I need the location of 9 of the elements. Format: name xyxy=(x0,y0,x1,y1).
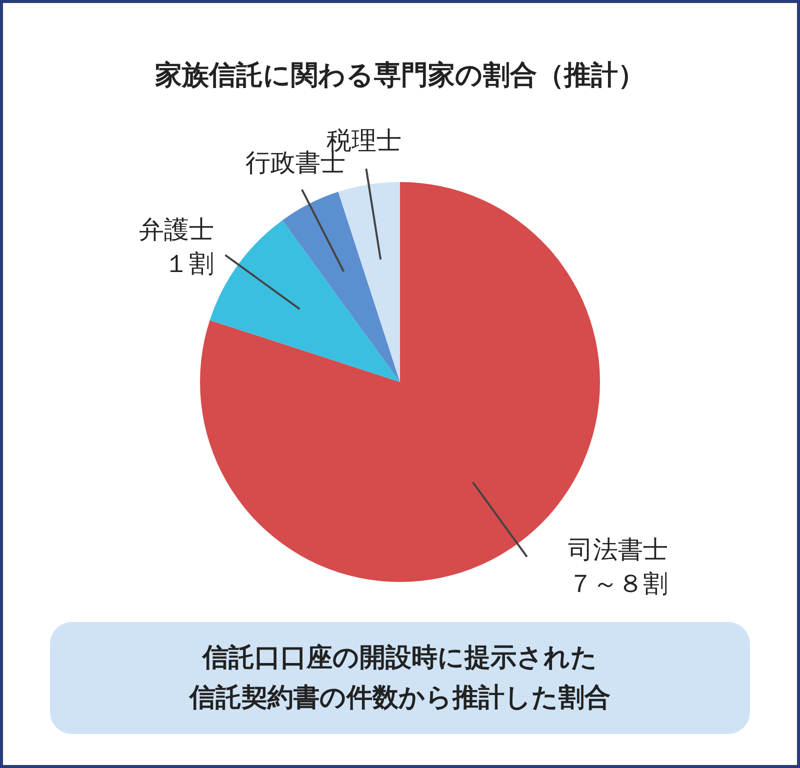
pie-slice xyxy=(338,182,400,382)
chart-title: 家族信託に関わる専門家の割合（推計） xyxy=(154,60,645,90)
slice-label: 司法書士 xyxy=(568,536,668,564)
text: 信託口口座の開設時に提示された xyxy=(202,642,598,672)
text: １割 xyxy=(164,250,214,278)
slice-label: 弁護士 xyxy=(138,216,214,244)
pie-slice xyxy=(282,192,400,382)
text: ７～８割 xyxy=(568,570,668,598)
text: 信託契約書の件数から推計した割合 xyxy=(188,682,610,712)
